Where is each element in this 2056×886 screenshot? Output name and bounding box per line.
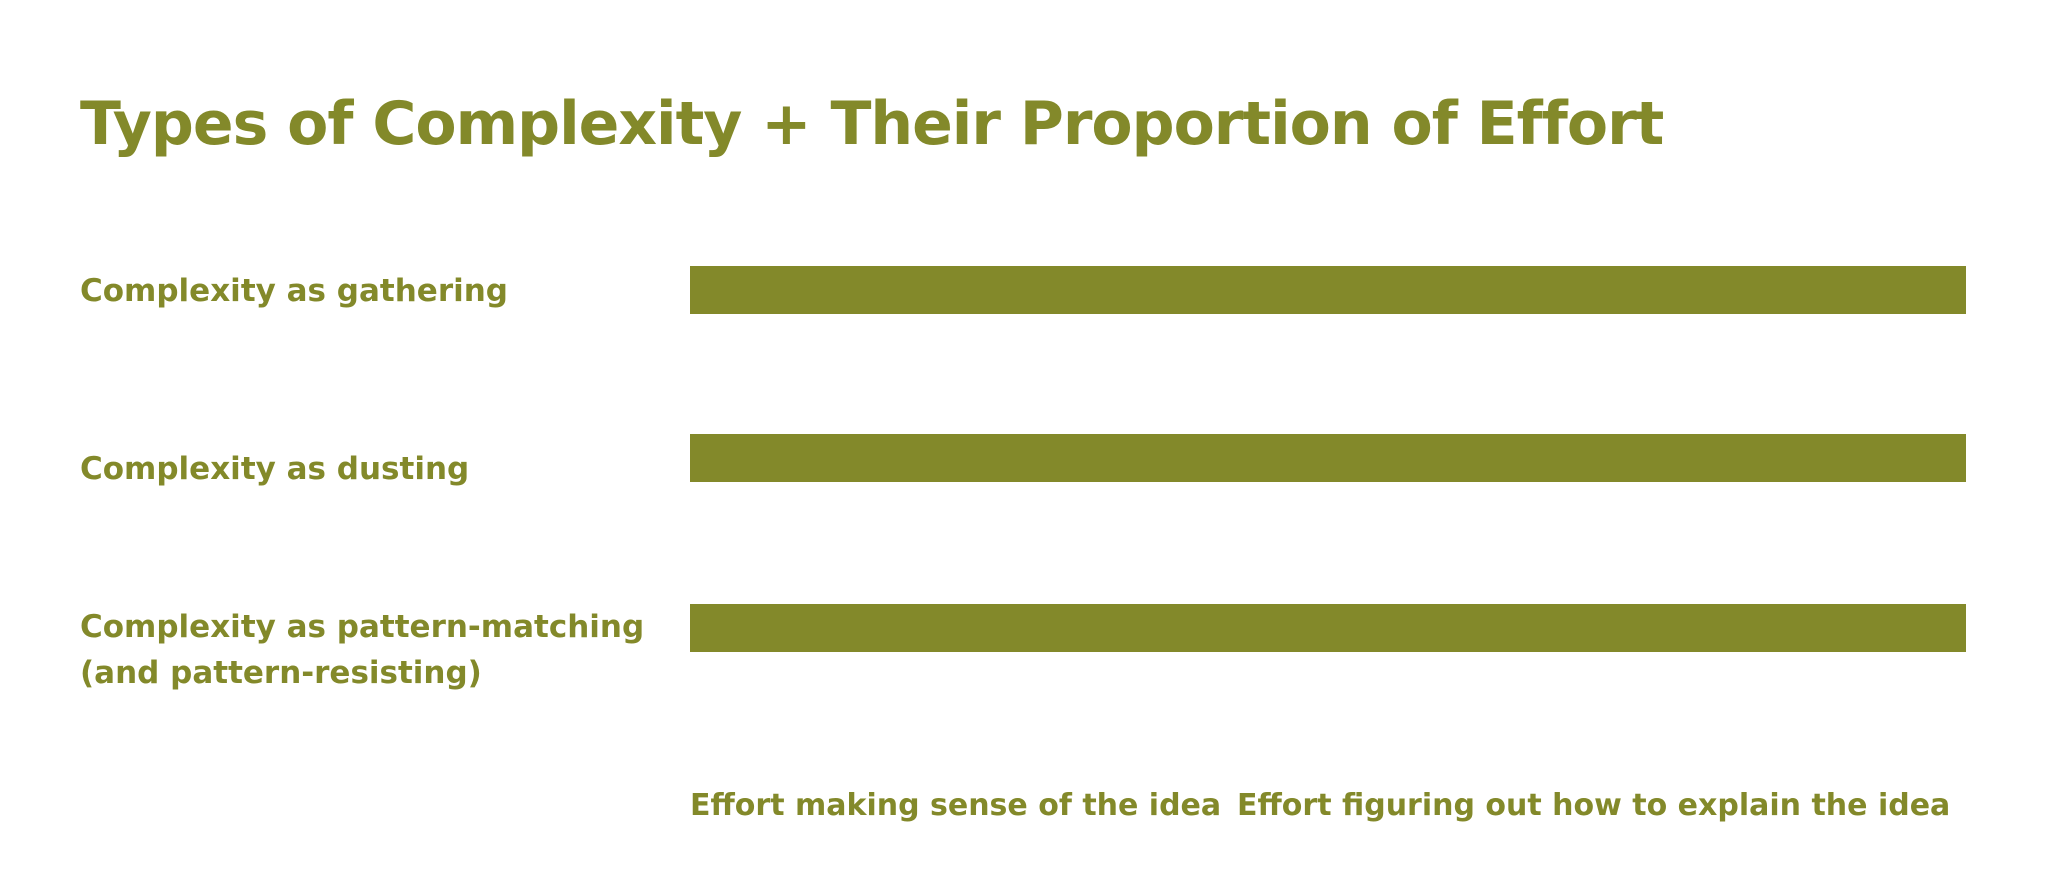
- category-label-gathering: Complexity as gathering: [80, 273, 508, 309]
- category-label-dusting: Complexity as dusting: [80, 451, 470, 487]
- chart-title: Types of Complexity + Their Proportion o…: [80, 89, 1664, 159]
- bar-gathering: [690, 266, 1966, 314]
- legend-label-making-sense: Effort making sense of the idea: [690, 788, 1222, 823]
- bars-group: [690, 266, 1966, 652]
- bar-pattern-matching: [690, 604, 1966, 652]
- category-label-pattern-matching: Complexity as pattern-matching (and patt…: [80, 609, 645, 691]
- bar-dusting: [690, 434, 1966, 482]
- legend-label-explaining: Effort figuring out how to explain the i…: [1237, 788, 1951, 823]
